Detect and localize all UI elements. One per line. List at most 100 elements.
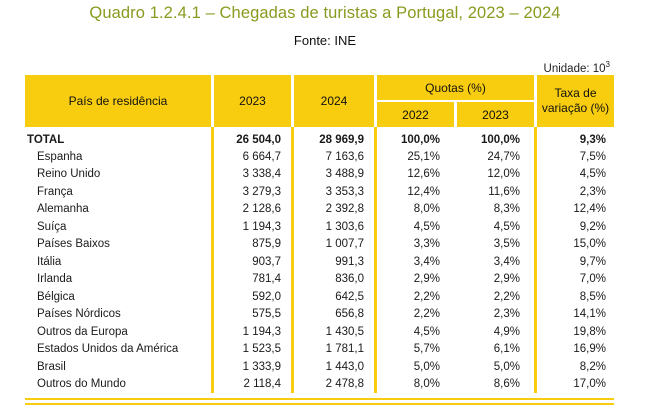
table-row: Estados Unidos da América 1 523,5 1 781,1 5… [25,340,614,358]
source-label: Fonte: INE [293,33,357,48]
variation-rate: 16,9% [534,340,614,358]
bottom-rule-bottom [25,403,614,405]
table-row: Outros da Europa 1 194,3 1 430,5 4,5% 4,9% 19… [25,323,614,341]
value-2023: 575,5 [211,305,291,323]
country-name: Espanha [37,150,83,163]
value-2024: 3 488,9 [291,165,374,183]
table-row: Bélgica 592,0 642,5 2,2% 2,2% 8,5% [25,288,614,306]
header-quota-2023: 2023 [454,100,534,127]
quota-2023: 8,3% [493,203,520,216]
value-2023: 2 128,6 [211,200,291,218]
table-title: Quadro 1.2.4.1 – Chegadas de turistas a … [89,4,561,22]
table-row: Países Baixos 875,9 1 007,7 3,3% 3,5% 15,0% [25,235,614,253]
header-quotas: Quotas (%) [374,75,534,100]
value-2024: 2 478,8 [291,375,374,393]
country-name: Países Nórdicos [37,308,121,321]
variation-rate: 7,0% [534,270,614,288]
variation-rate: 15,0% [534,235,614,253]
value-2023: 1 194,3 [211,323,291,341]
country-name: Outros do Mundo [37,378,126,391]
value-2024: 1 781,1 [291,340,374,358]
quota-2023: 2,3% [493,308,520,321]
variation-rate: 8,2% [534,358,614,376]
value-2023: 3 279,3 [211,183,291,201]
quota-2023: 8,6% [493,378,520,391]
value-2024: 656,8 [291,305,374,323]
table-row: Espanha 6 664,7 7 163,6 25,1% 24,7% 7,5% [25,148,614,166]
quota-2023: 4,5% [493,220,520,233]
table-row: Outros do Mundo 2 118,4 2 478,8 8,0% 8,6% 17,… [25,375,614,393]
header-country: País de residência [25,75,211,127]
quota-2022: 2,2% [374,305,454,323]
quota-2022: 8,0% [374,375,454,393]
quota-2022: 5,0% [374,358,454,376]
table-row: Reino Unido 3 338,4 3 488,9 12,6% 12,0% 4,5% [25,165,614,183]
country-name: Estados Unidos da América [37,343,179,356]
country-name: Suíça [37,220,67,233]
value-2024: 1 430,5 [291,323,374,341]
variation-rate: 4,5% [534,165,614,183]
value-2023: 3 338,4 [211,165,291,183]
tourist-arrivals-table: País de residência 2023 2024 Quotas (%) … [25,75,614,393]
quota-2023: 5,0% [493,360,520,373]
quota-2023: 4,9% [493,325,520,338]
quota-2023: 24,7% [487,150,520,163]
quota-2022: 100,0% [374,127,454,148]
value-2024: 7 163,6 [291,148,374,166]
quota-2022: 2,2% [374,288,454,306]
country-name: Itália [37,255,62,268]
quota-2023: 3,4% [493,255,520,268]
value-2024: 3 353,3 [291,183,374,201]
unit-exponent: 3 [605,60,610,69]
quota-2022: 3,4% [374,253,454,271]
table-row: Alemanha 2 128,6 2 392,8 8,0% 8,3% 12,4% [25,200,614,218]
unit-label: Unidade: 103 [544,60,610,75]
quota-2022: 12,6% [374,165,454,183]
unit-text: Unidade: 10 [543,62,606,75]
table-row: Irlanda 781,4 836,0 2,9% 2,9% 7,0% [25,270,614,288]
variation-rate: 19,8% [534,323,614,341]
table-row: Itália 903,7 991,3 3,4% 3,4% 9,7% [25,253,614,271]
country-name: TOTAL [27,134,65,146]
variation-rate: 14,1% [534,305,614,323]
value-2024: 1 007,7 [291,235,374,253]
quota-2022: 3,3% [374,235,454,253]
country-name: Alemanha [37,203,89,216]
variation-rate: 12,4% [534,200,614,218]
table-row-total: TOTAL 26 504,0 28 969,9 100,0% 100,0% 9,… [25,127,614,148]
value-2023: 2 118,4 [211,375,291,393]
quota-2023: 12,0% [487,168,520,181]
variation-rate: 9,7% [534,253,614,271]
quota-2022: 2,9% [374,270,454,288]
quota-2022: 5,7% [374,340,454,358]
value-2023: 26 504,0 [211,127,291,148]
variation-rate: 9,2% [534,218,614,236]
value-2023: 1 333,9 [211,358,291,376]
value-2024: 1 303,6 [291,218,374,236]
header-2023: 2023 [211,75,291,127]
quota-2023: 11,6% [488,185,520,198]
value-2024: 836,0 [291,270,374,288]
quota-2022: 25,1% [374,148,454,166]
variation-rate: 7,5% [534,148,614,166]
quota-2023: 6,1% [493,343,520,356]
value-2024: 28 969,9 [291,127,374,148]
value-2023: 1 523,5 [211,340,291,358]
header-variation: Taxa de variação (%) [534,75,614,127]
country-name: Irlanda [37,273,73,286]
country-name: Outros da Europa [37,325,128,338]
value-2023: 1 194,3 [211,218,291,236]
header-2024: 2024 [291,75,374,127]
value-2023: 6 664,7 [211,148,291,166]
quota-2022: 8,0% [374,200,454,218]
variation-rate: 2,3% [534,183,614,201]
quota-2023: 2,9% [493,273,520,286]
country-name: Brasil [37,360,66,373]
table-row: Brasil 1 333,9 1 443,0 5,0% 5,0% 8,2% [25,358,614,376]
variation-rate: 9,3% [534,127,614,148]
value-2023: 592,0 [211,288,291,306]
value-2023: 903,7 [211,253,291,271]
quota-2022: 12,4% [374,183,454,201]
table-row: Países Nórdicos 575,5 656,8 2,2% 2,3% 14,1% [25,305,614,323]
country-name: Países Baixos [37,238,110,251]
